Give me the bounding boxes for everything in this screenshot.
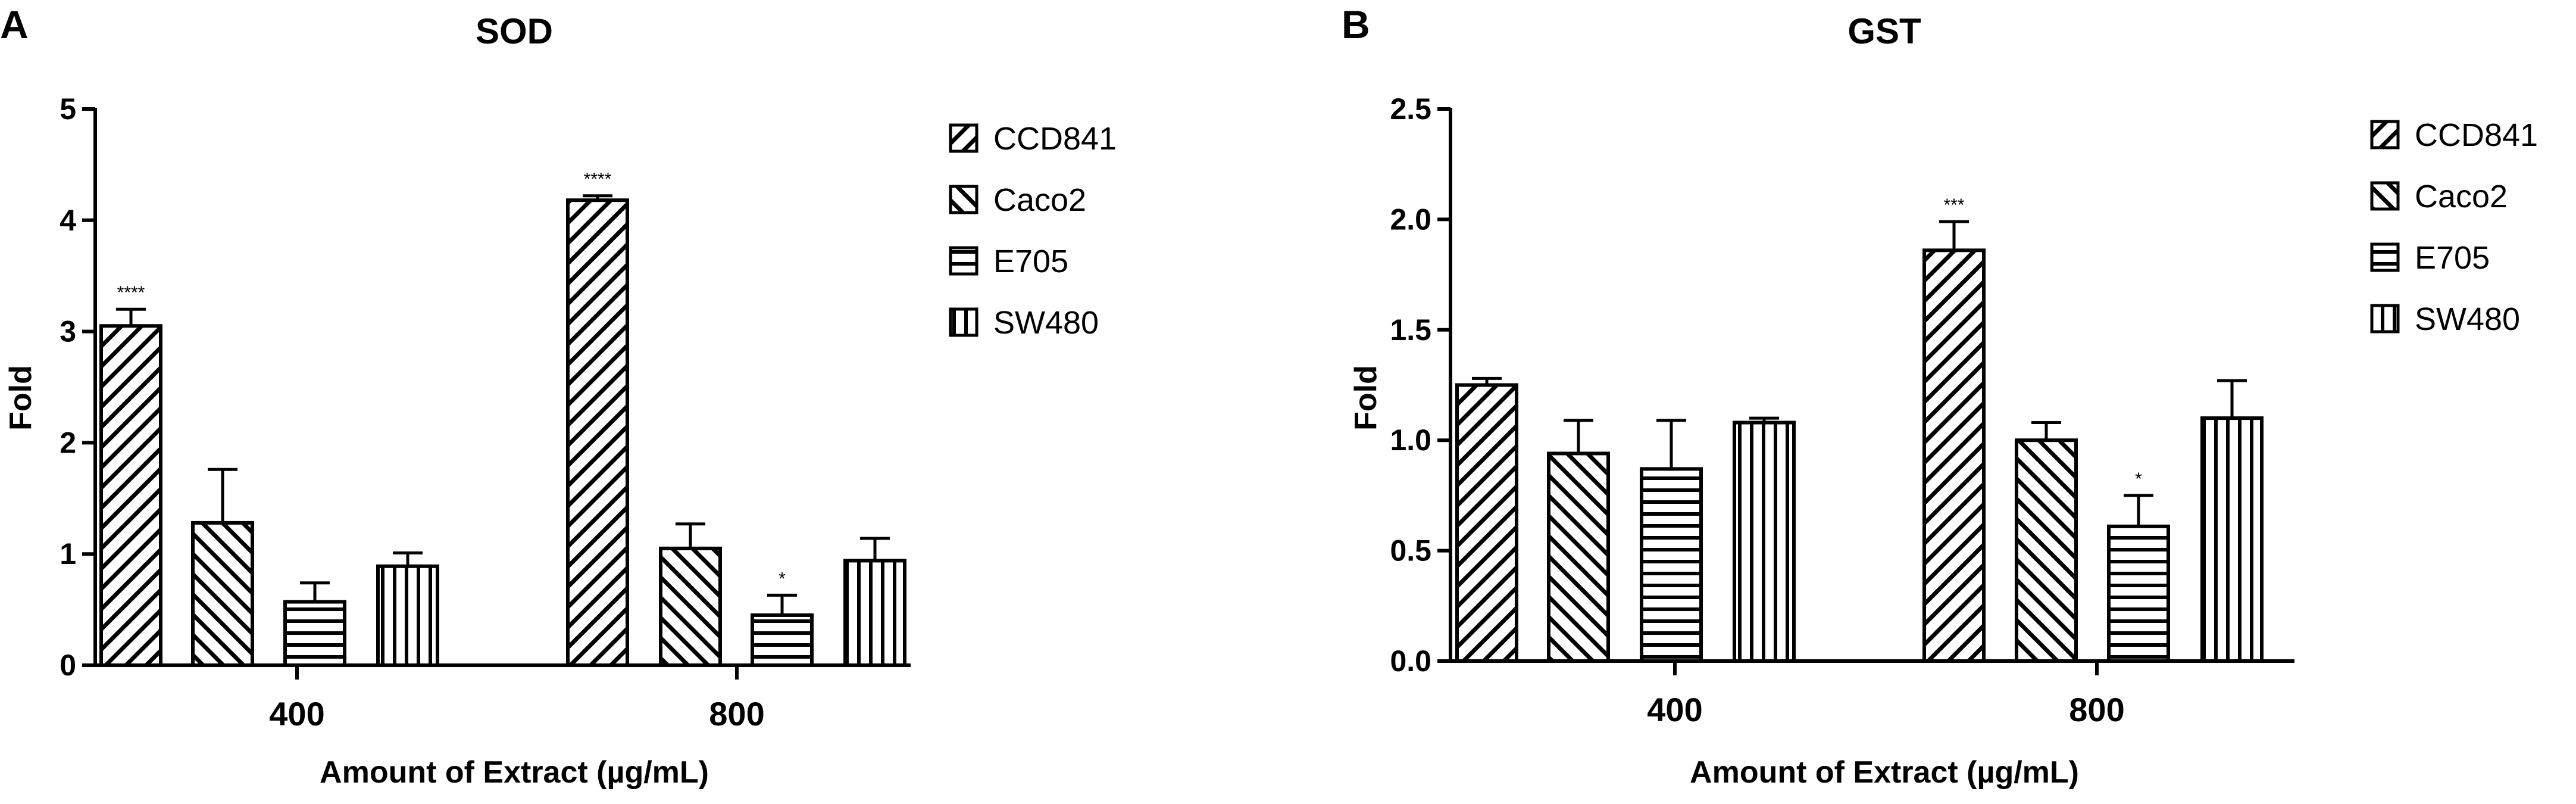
y-tick-label: 3	[60, 315, 76, 348]
legend-swatch-caco2	[949, 185, 978, 214]
bar-caco2-800	[2015, 438, 2078, 663]
x-tick-label: 800	[2069, 691, 2124, 728]
y-tick-label: 2.5	[1390, 92, 1431, 126]
y-tick-label: 0	[60, 649, 76, 682]
legend-label-sw480: SW480	[2415, 301, 2520, 337]
bar-e705-400	[1640, 467, 1703, 663]
bar-caco2-400	[191, 521, 254, 667]
bar-sw480-400	[376, 564, 439, 667]
bar-e705-800	[2107, 524, 2170, 663]
legend-swatch-sw480	[949, 307, 978, 337]
bar-ccd841-800	[1922, 248, 1986, 663]
significance-label: ****	[117, 283, 145, 303]
x-tick-label: 400	[269, 695, 324, 733]
panel-letter-b: B	[1342, 2, 1370, 46]
significance-label: ****	[584, 170, 612, 189]
significance-label: ***	[1943, 195, 1964, 215]
y-tick-label: 0.5	[1390, 534, 1431, 568]
bar-caco2-400	[1547, 451, 1610, 663]
y-tick-label: 1.5	[1390, 313, 1431, 347]
legend-swatch-e705	[949, 246, 978, 276]
bar-caco2-800	[659, 546, 722, 667]
bar-e705-400	[283, 600, 346, 667]
bar-sw480-800	[843, 559, 906, 668]
legend-swatch-caco2	[2370, 181, 2400, 211]
legend-label-ccd841: CCD841	[993, 121, 1117, 157]
legend-label-e705: E705	[993, 244, 1068, 279]
legend-label-caco2: Caco2	[2415, 179, 2508, 214]
y-tick-label: 4	[60, 204, 76, 237]
legend-swatch-ccd841	[2370, 120, 2400, 149]
chart-title-sod: SOD	[476, 11, 553, 51]
bar-sw480-400	[1733, 420, 1796, 663]
bar-sw480-800	[2200, 416, 2264, 663]
y-tick-label: 2	[60, 426, 76, 459]
y-tick-label: 1.0	[1390, 423, 1431, 457]
significance-label: *	[2135, 469, 2142, 489]
x-axis-title-a: Amount of Extract (µg/mL)	[320, 755, 709, 790]
x-axis-title-b: Amount of Extract (µg/mL)	[1690, 755, 2079, 790]
y-tick-label: 5	[60, 92, 76, 126]
bar-ccd841-400	[99, 324, 162, 667]
y-tick-label: 0.0	[1390, 644, 1431, 678]
bar-ccd841-400	[1455, 383, 1518, 663]
bar-e705-800	[751, 613, 814, 667]
y-tick-label: 1	[60, 537, 76, 571]
legend-swatch-ccd841	[949, 123, 978, 153]
legend-label-ccd841: CCD841	[2415, 117, 2538, 153]
legend-swatch-e705	[2370, 242, 2400, 272]
significance-label: *	[779, 569, 786, 588]
y-tick-label: 2.0	[1390, 202, 1431, 236]
y-axis-title-b: Fold	[1349, 365, 1383, 431]
chart-title-gst: GST	[1847, 11, 1921, 51]
x-tick-label: 800	[709, 695, 764, 733]
legend-label-e705: E705	[2415, 240, 2490, 276]
y-axis-title-a: Fold	[4, 365, 38, 431]
legend-label-caco2: Caco2	[993, 182, 1086, 218]
bar-ccd841-800	[566, 198, 629, 667]
legend-swatch-sw480	[2370, 304, 2400, 334]
panel-letter-a: A	[0, 2, 29, 46]
legend-label-sw480: SW480	[993, 305, 1099, 341]
x-tick-label: 400	[1647, 691, 1702, 728]
